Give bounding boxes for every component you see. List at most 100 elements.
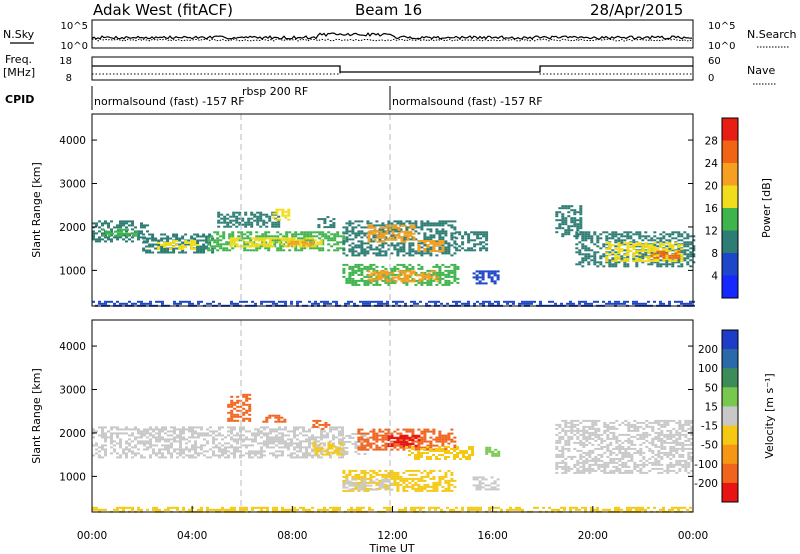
- heatmap-cell: [435, 485, 439, 488]
- heatmap-cell: [612, 421, 616, 424]
- heatmap-cell: [92, 234, 95, 237]
- heatmap-cell: [357, 488, 361, 491]
- heatmap-cell: [107, 430, 110, 433]
- heatmap-cell: [181, 244, 185, 246]
- heatmap-cell: [296, 302, 299, 305]
- heatmap-cell: [268, 416, 272, 419]
- heatmap-cell: [417, 477, 421, 480]
- heatmap-cell: [581, 257, 585, 260]
- heatmap-cell: [197, 426, 200, 429]
- heatmap-cell: [429, 448, 432, 450]
- heatmap-cell: [626, 250, 630, 253]
- heatmap-cell: [564, 221, 568, 224]
- heatmap-cell: [302, 240, 306, 243]
- heatmap-cell: [396, 263, 400, 266]
- heatmap-cell: [104, 220, 107, 223]
- heatmap-cell: [151, 237, 155, 240]
- heatmap-cell: [397, 234, 401, 237]
- heatmap-cell: [648, 441, 652, 444]
- heatmap-cell: [444, 473, 448, 476]
- heatmap-cell: [423, 234, 427, 237]
- heatmap-cell: [681, 445, 685, 448]
- heatmap-cell: [680, 251, 684, 254]
- heatmap-cell: [233, 446, 236, 449]
- heatmap-cell: [432, 234, 436, 237]
- heatmap-cell: [366, 220, 370, 223]
- heatmap-cell: [320, 438, 323, 441]
- heatmap-cell: [641, 257, 645, 260]
- heatmap-cell: [420, 432, 424, 435]
- heatmap-cell: [609, 421, 613, 424]
- heatmap-cell: [585, 431, 589, 434]
- heatmap-cell: [614, 302, 617, 305]
- heatmap-cell: [375, 252, 379, 255]
- heatmap-cell: [238, 213, 242, 216]
- heatmap-cell: [626, 260, 630, 263]
- heatmap-cell: [680, 235, 684, 238]
- heatmap-cell: [137, 448, 140, 451]
- heatmap-cell: [558, 225, 562, 228]
- heatmap-cell: [593, 300, 596, 303]
- heatmap-cell: [447, 452, 450, 454]
- heatmap-cell: [564, 431, 568, 434]
- heatmap-cell: [230, 415, 234, 418]
- heatmap-cell: [627, 437, 631, 440]
- heatmap-cell: [627, 471, 631, 474]
- heatmap-cell: [576, 229, 580, 232]
- heatmap-cell: [423, 436, 427, 439]
- heatmap-cell: [347, 302, 350, 305]
- heatmap-cell: [236, 399, 240, 402]
- heatmap-cell: [620, 255, 624, 258]
- heatmap-cell: [246, 243, 250, 246]
- heatmap-cell: [612, 427, 616, 430]
- heatmap-cell: [396, 230, 400, 233]
- heatmap-cell: [378, 244, 382, 247]
- heatmap-cell: [444, 232, 448, 235]
- heatmap-cell: [418, 280, 422, 283]
- heatmap-cell: [357, 440, 361, 443]
- heatmap-cell: [373, 230, 377, 233]
- heatmap-cell: [488, 450, 492, 453]
- heatmap-cell: [245, 409, 249, 412]
- heatmap-cell: [363, 452, 367, 455]
- heatmap-cell: [659, 263, 663, 266]
- heatmap-cell: [429, 248, 433, 251]
- heatmap-cell: [674, 254, 678, 257]
- heatmap-cell: [366, 481, 370, 484]
- heatmap-cell: [277, 215, 281, 218]
- heatmap-cell: [603, 421, 607, 424]
- heatmap-cell: [351, 248, 355, 251]
- heatmap-cell: [403, 230, 407, 233]
- heatmap-cell: [414, 238, 418, 241]
- heatmap-cell: [581, 259, 585, 262]
- heatmap-cell: [593, 263, 597, 266]
- heatmap-cell: [450, 452, 453, 454]
- heatmap-cell: [612, 435, 616, 438]
- heatmap-cell: [475, 278, 479, 281]
- heatmap-cell: [668, 250, 672, 253]
- heatmap-cell: [426, 283, 430, 286]
- heatmap-cell: [251, 438, 254, 441]
- heatmap-cell: [131, 222, 134, 225]
- heatmap-cell: [626, 242, 630, 245]
- heatmap-cell: [450, 281, 454, 284]
- heatmap-cell: [590, 259, 594, 262]
- heatmap-cell: [351, 254, 355, 257]
- heatmap-cell: [493, 280, 497, 283]
- heatmap-cell: [396, 250, 400, 253]
- heatmap-cell: [119, 428, 122, 431]
- heatmap-cell: [360, 482, 364, 485]
- heatmap-cell: [227, 450, 230, 453]
- heatmap-cell: [378, 482, 382, 485]
- heatmap-cell: [378, 446, 382, 449]
- heatmap-cell: [245, 452, 248, 455]
- heatmap-cell: [278, 438, 281, 441]
- heatmap-cell: [596, 300, 599, 303]
- heatmap-cell: [300, 237, 304, 240]
- heatmap-cell: [265, 416, 269, 419]
- heatmap-cell: [444, 269, 448, 272]
- heatmap-cell: [603, 467, 607, 470]
- heatmap-cell: [617, 239, 621, 242]
- heatmap-cell: [360, 428, 364, 431]
- heatmap-cell: [405, 228, 409, 231]
